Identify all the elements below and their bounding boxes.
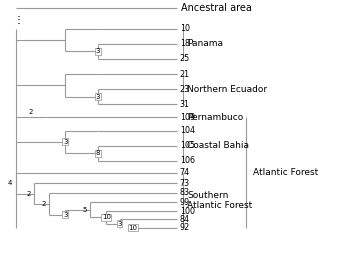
Text: Southern
Atlantic Forest: Southern Atlantic Forest — [187, 191, 252, 210]
Text: Coastal Bahia: Coastal Bahia — [187, 141, 249, 150]
Text: Atlantic Forest: Atlantic Forest — [253, 168, 318, 177]
Text: 92: 92 — [180, 223, 190, 232]
Text: 100: 100 — [180, 207, 195, 216]
Text: 109: 109 — [180, 113, 195, 122]
Text: Northern Ecuador: Northern Ecuador — [187, 85, 267, 94]
Text: ·: · — [17, 18, 21, 31]
Text: ·: · — [17, 11, 21, 24]
Text: 10: 10 — [128, 225, 137, 230]
Text: 83: 83 — [180, 188, 190, 198]
Text: 5: 5 — [83, 207, 87, 213]
Text: Ancestral area: Ancestral area — [181, 3, 252, 13]
Text: ·: · — [17, 14, 21, 27]
Text: 31: 31 — [180, 100, 190, 109]
Text: 2: 2 — [42, 201, 46, 207]
Text: 2: 2 — [27, 191, 31, 197]
Text: Pernambuco: Pernambuco — [187, 113, 243, 122]
Text: 73: 73 — [180, 179, 190, 188]
Text: 25: 25 — [180, 54, 190, 63]
Text: 3: 3 — [117, 221, 122, 226]
Text: 21: 21 — [180, 70, 190, 79]
Text: 105: 105 — [180, 141, 195, 150]
Text: 104: 104 — [180, 126, 195, 135]
Text: 23: 23 — [180, 85, 190, 94]
Text: 8: 8 — [96, 150, 100, 156]
Text: 74: 74 — [180, 169, 190, 177]
Text: 3: 3 — [96, 94, 100, 100]
Text: 3: 3 — [63, 212, 67, 218]
Text: 99: 99 — [180, 198, 190, 207]
Text: 3: 3 — [96, 48, 100, 54]
Text: 4: 4 — [8, 180, 12, 186]
Text: 10: 10 — [180, 24, 190, 33]
Text: 3: 3 — [63, 139, 67, 145]
Text: Panama: Panama — [187, 39, 223, 48]
Text: 106: 106 — [180, 156, 195, 165]
Text: 18: 18 — [180, 39, 190, 48]
Text: 2: 2 — [29, 109, 33, 116]
Text: 10: 10 — [102, 214, 111, 221]
Text: 84: 84 — [180, 215, 190, 224]
